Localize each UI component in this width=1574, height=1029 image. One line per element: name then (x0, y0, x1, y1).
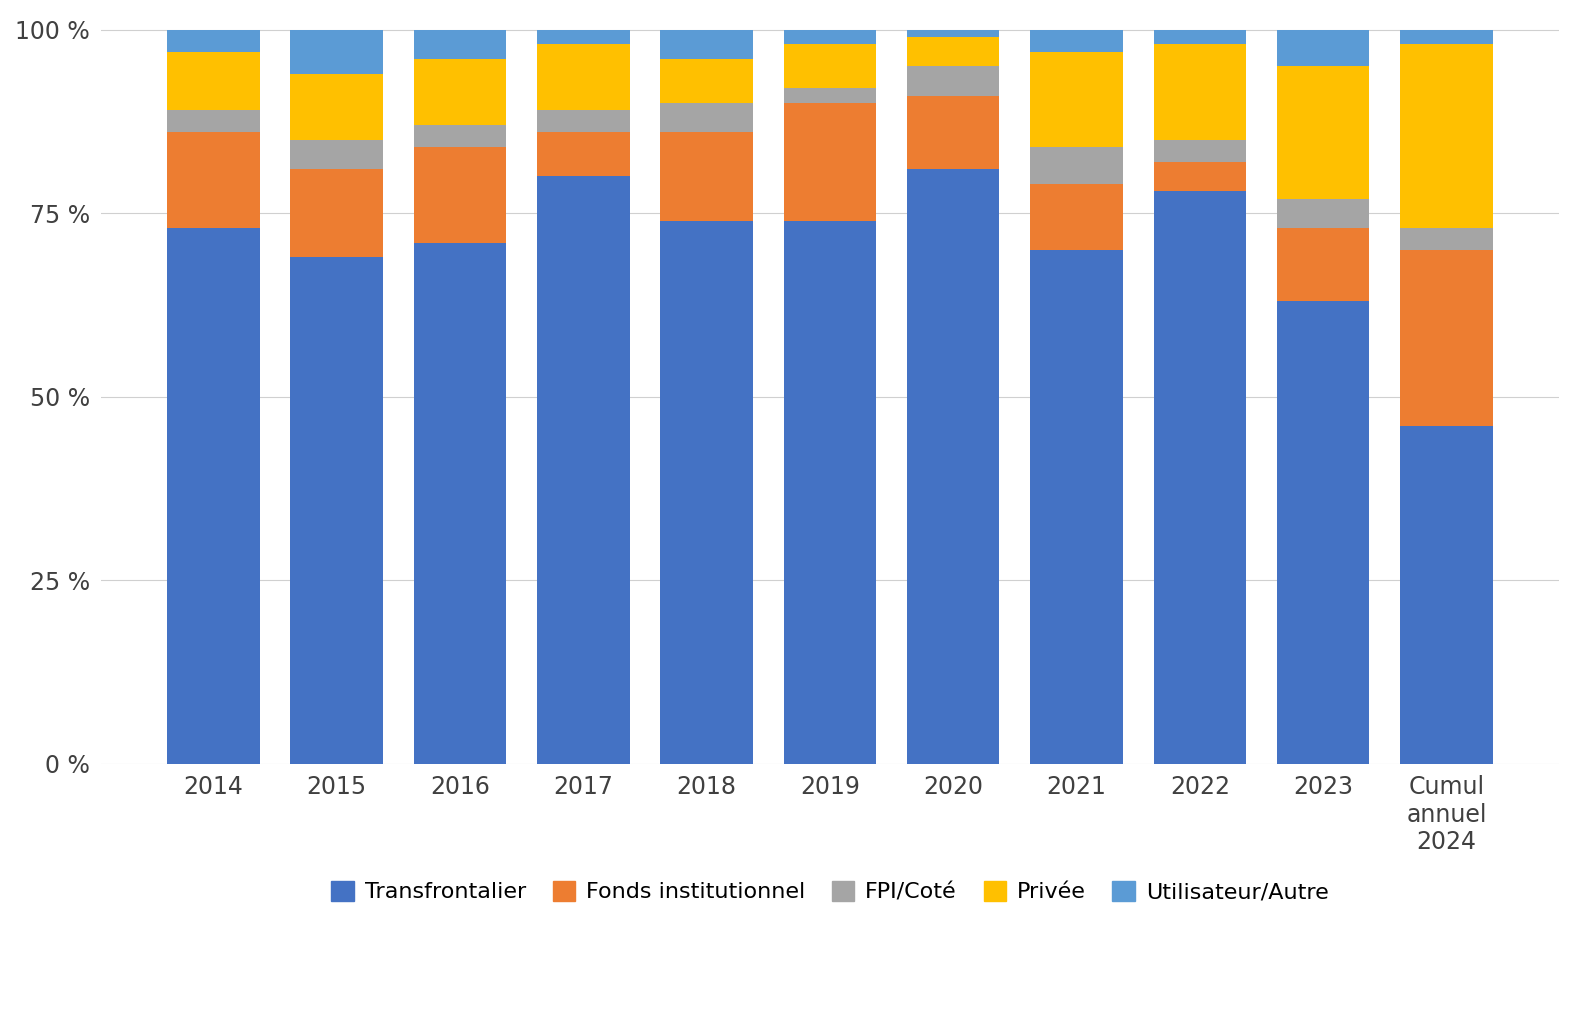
Bar (291, 140, 382, 169)
Bar (1154, 162, 1247, 191)
Bar (907, 37, 999, 67)
Bar (784, 44, 877, 88)
Bar (1031, 147, 1122, 184)
Bar (167, 133, 260, 227)
Bar (414, 126, 507, 147)
Bar (414, 243, 507, 764)
Bar (661, 103, 752, 133)
Bar (414, 147, 507, 243)
Bar (414, 59, 507, 126)
Bar (414, 30, 507, 59)
Bar (1031, 30, 1122, 51)
Bar (661, 220, 752, 764)
Bar (167, 110, 260, 133)
Bar (661, 133, 752, 220)
Bar (784, 220, 877, 764)
Bar (784, 103, 877, 220)
Bar (291, 74, 382, 140)
Bar (291, 30, 382, 74)
Bar (537, 177, 630, 764)
Bar (1154, 44, 1247, 140)
Bar (537, 110, 630, 133)
Bar (1277, 199, 1369, 227)
Bar (1277, 30, 1369, 67)
Bar (291, 169, 382, 257)
Bar (291, 257, 382, 764)
Bar (1031, 250, 1122, 764)
Bar (1401, 44, 1492, 227)
Bar (907, 96, 999, 169)
Bar (537, 133, 630, 177)
Bar (1401, 426, 1492, 764)
Legend: Transfrontalier, Fonds institutionnel, FPI/Coté, Privée, Utilisateur/Autre: Transfrontalier, Fonds institutionnel, F… (332, 881, 1328, 902)
Bar (784, 88, 877, 103)
Bar (1031, 184, 1122, 250)
Bar (1154, 30, 1247, 44)
Bar (907, 169, 999, 764)
Bar (167, 227, 260, 764)
Bar (661, 30, 752, 59)
Bar (167, 51, 260, 110)
Bar (1401, 250, 1492, 426)
Bar (907, 67, 999, 96)
Bar (1277, 227, 1369, 301)
Bar (1154, 191, 1247, 764)
Bar (1277, 67, 1369, 199)
Bar (661, 59, 752, 103)
Bar (784, 30, 877, 44)
Bar (1154, 140, 1247, 162)
Bar (1401, 227, 1492, 250)
Bar (1277, 301, 1369, 764)
Bar (1401, 30, 1492, 44)
Bar (1031, 51, 1122, 147)
Bar (167, 30, 260, 51)
Bar (537, 44, 630, 110)
Bar (537, 30, 630, 44)
Bar (907, 30, 999, 37)
